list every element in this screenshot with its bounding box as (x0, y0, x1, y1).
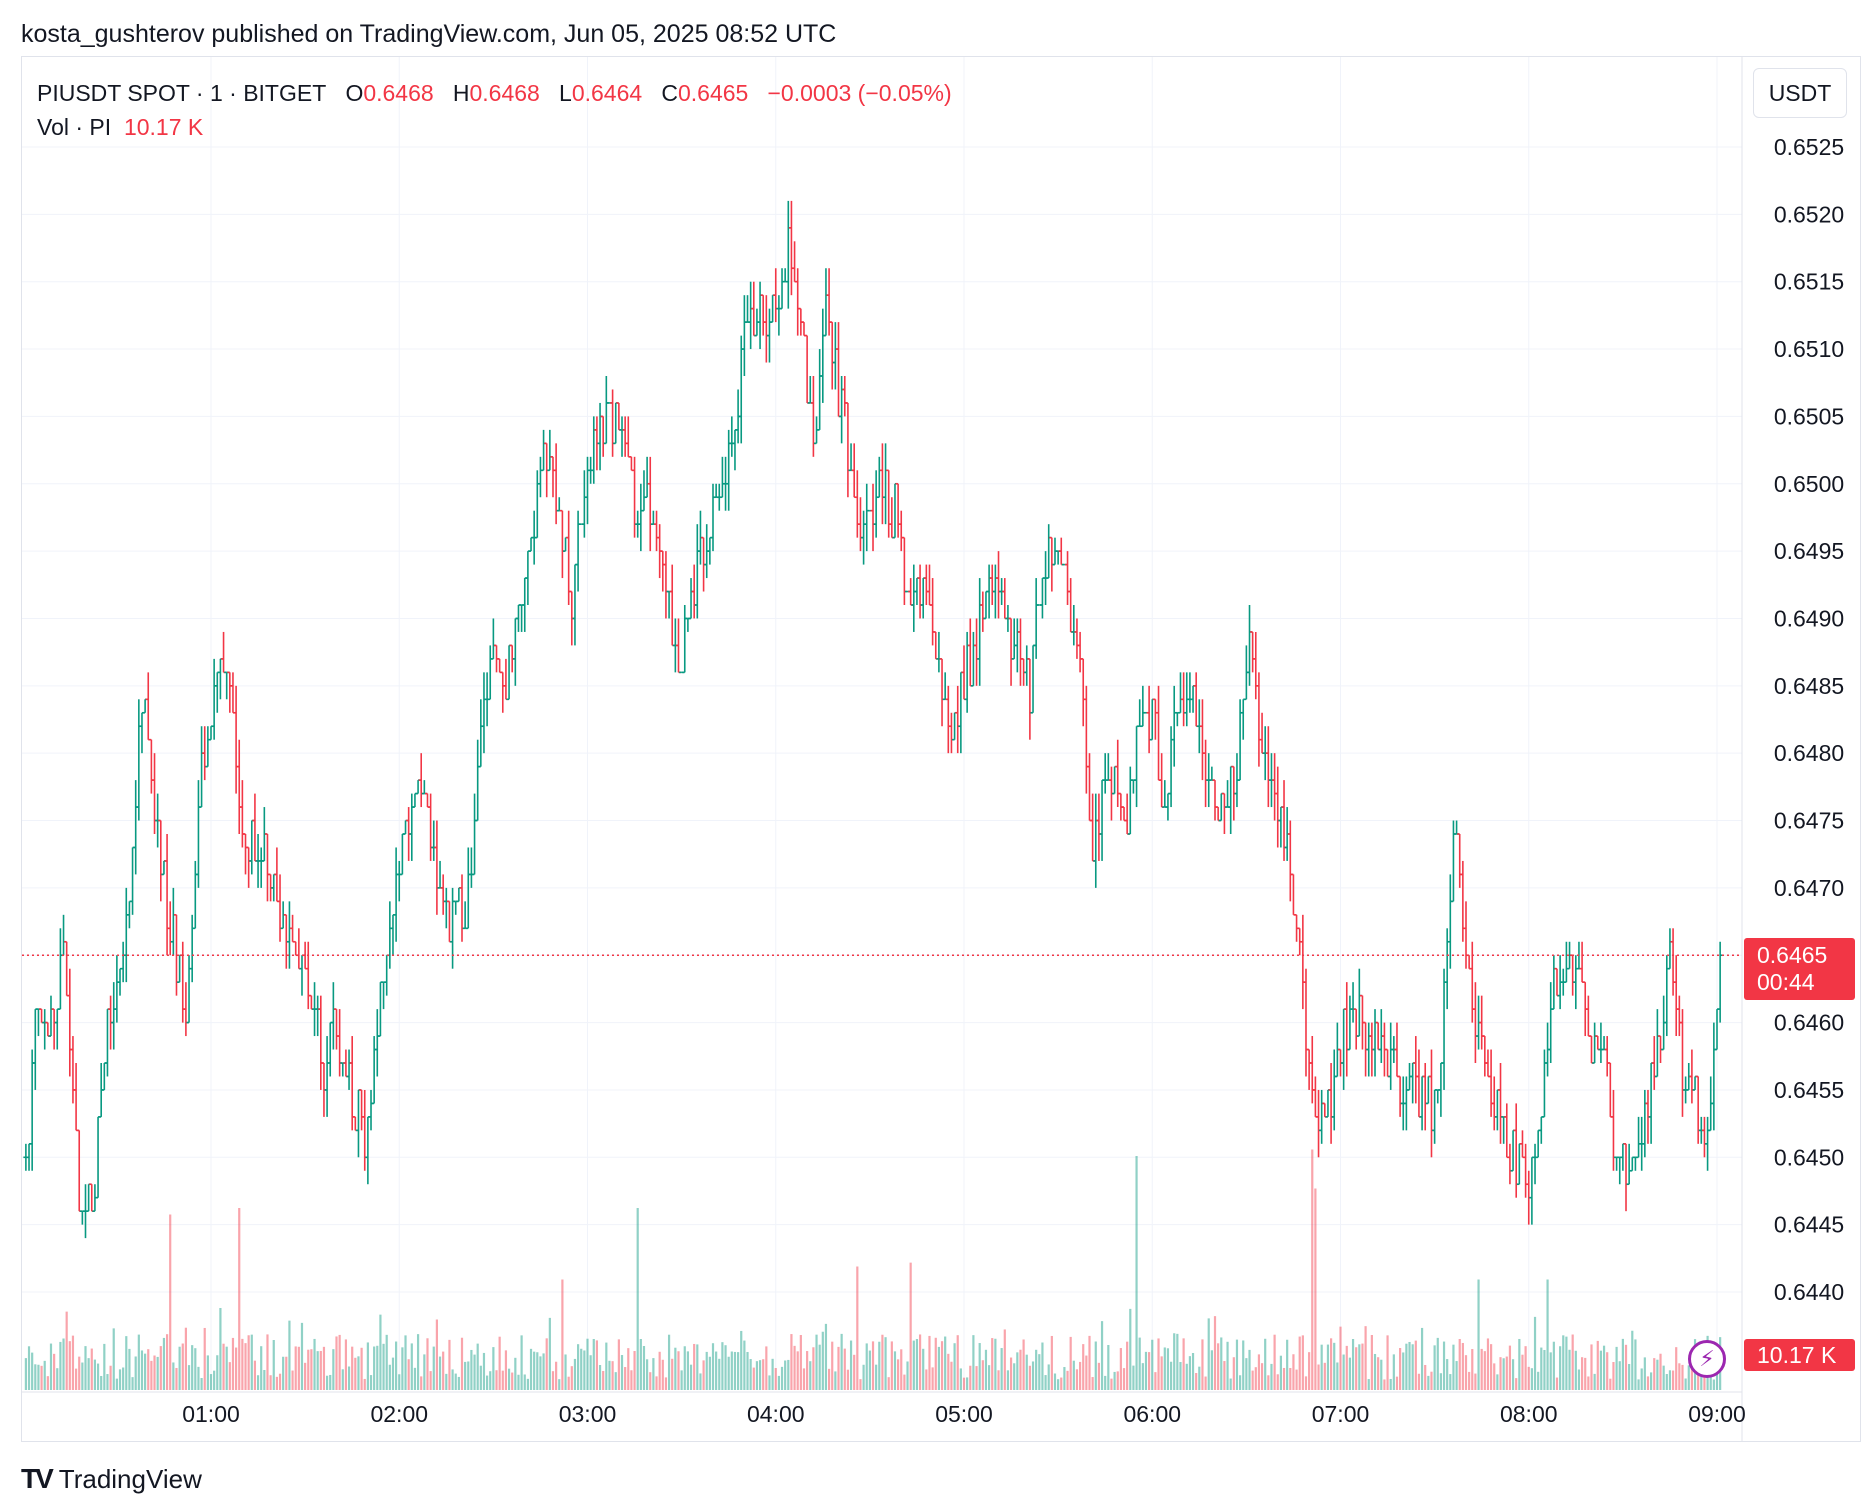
price-tick-label: 0.6470 (1774, 875, 1844, 901)
chart-frame[interactable] (21, 56, 1861, 1442)
price-tick-label: 0.6495 (1774, 538, 1844, 564)
grid-lines (22, 57, 1742, 1390)
low-label: L (559, 80, 572, 106)
footer-brand[interactable]: TV TradingView (21, 1463, 202, 1495)
time-tick-label: 06:00 (1123, 1401, 1181, 1427)
price-tick-label: 0.6455 (1774, 1077, 1844, 1103)
open-label: O (345, 80, 364, 106)
price-tick-label: 0.6505 (1774, 403, 1844, 429)
published-header: kosta_gushterov published on TradingView… (21, 20, 837, 48)
time-axis: 01:00 02:00 03:00 04:00 05:00 06:00 07:00 08:00… (22, 1391, 1746, 1427)
currency-button[interactable]: USDT (1753, 68, 1847, 118)
time-tick-label: 09:00 (1688, 1401, 1746, 1427)
price-tick-label: 0.6515 (1774, 269, 1844, 295)
price-tick-label: 0.6490 (1774, 605, 1844, 631)
high-value: 0.6468 (469, 80, 540, 106)
price-tick-label: 0.6500 (1774, 471, 1844, 497)
price-tick-label: 0.6480 (1774, 740, 1844, 766)
price-tick-label: 0.6510 (1774, 336, 1844, 362)
open-value: 0.6468 (363, 80, 434, 106)
price-tick-label: 0.6445 (1774, 1212, 1844, 1238)
time-tick-label: 04:00 (747, 1401, 805, 1427)
price-tick-label: 0.6520 (1774, 201, 1844, 227)
price-tick-label: 0.6525 (1774, 134, 1844, 160)
price-tick-label: 0.6485 (1774, 673, 1844, 699)
ohlc-bars (23, 200, 1723, 1239)
volume-bars (24, 1149, 1722, 1390)
last-price-tag: 0.6465 00:44 (1744, 938, 1855, 1000)
close-value: 0.6465 (677, 80, 749, 106)
price-tick-label: 0.6440 (1774, 1279, 1844, 1305)
change-value: −0.0003 (−0.05%) (767, 80, 952, 106)
price-tick-label: 0.6475 (1774, 808, 1844, 834)
price-tick-label: 0.6450 (1774, 1144, 1844, 1170)
brand-name: TradingView (58, 1463, 202, 1494)
time-tick-label: 02:00 (370, 1401, 428, 1427)
low-value: 0.6464 (571, 80, 643, 106)
high-label: H (452, 80, 470, 106)
last-volume-tag: 10.17 K (1744, 1339, 1855, 1371)
time-tick-label: 01:00 (182, 1401, 240, 1427)
bar-countdown: 00:44 (1757, 969, 1815, 995)
volume-value: 10.17 K (123, 114, 204, 140)
tradingview-logo-icon: TV (21, 1463, 54, 1494)
close-label: C (661, 80, 678, 106)
lightning-bolt-icon[interactable]: ⚡ (1688, 1340, 1726, 1378)
price-axis: 0.6525 0.6520 0.6515 0.6510 0.6505 0.6500 0.64… (1741, 57, 1844, 1441)
time-tick-label: 05:00 (935, 1401, 993, 1427)
time-tick-label: 07:00 (1312, 1401, 1370, 1427)
symbol-label[interactable]: PIUSDT SPOT · 1 · BITGET (37, 80, 327, 106)
last-price-value: 0.6465 (1757, 942, 1828, 968)
price-tick-label: 0.6460 (1774, 1010, 1844, 1036)
volume-label[interactable]: Vol · PI (37, 114, 112, 140)
time-tick-label: 03:00 (559, 1401, 617, 1427)
symbol-legend: PIUSDT SPOT · 1 · BITGET O0.6468 H0.6468… (37, 76, 952, 144)
time-tick-label: 08:00 (1500, 1401, 1558, 1427)
